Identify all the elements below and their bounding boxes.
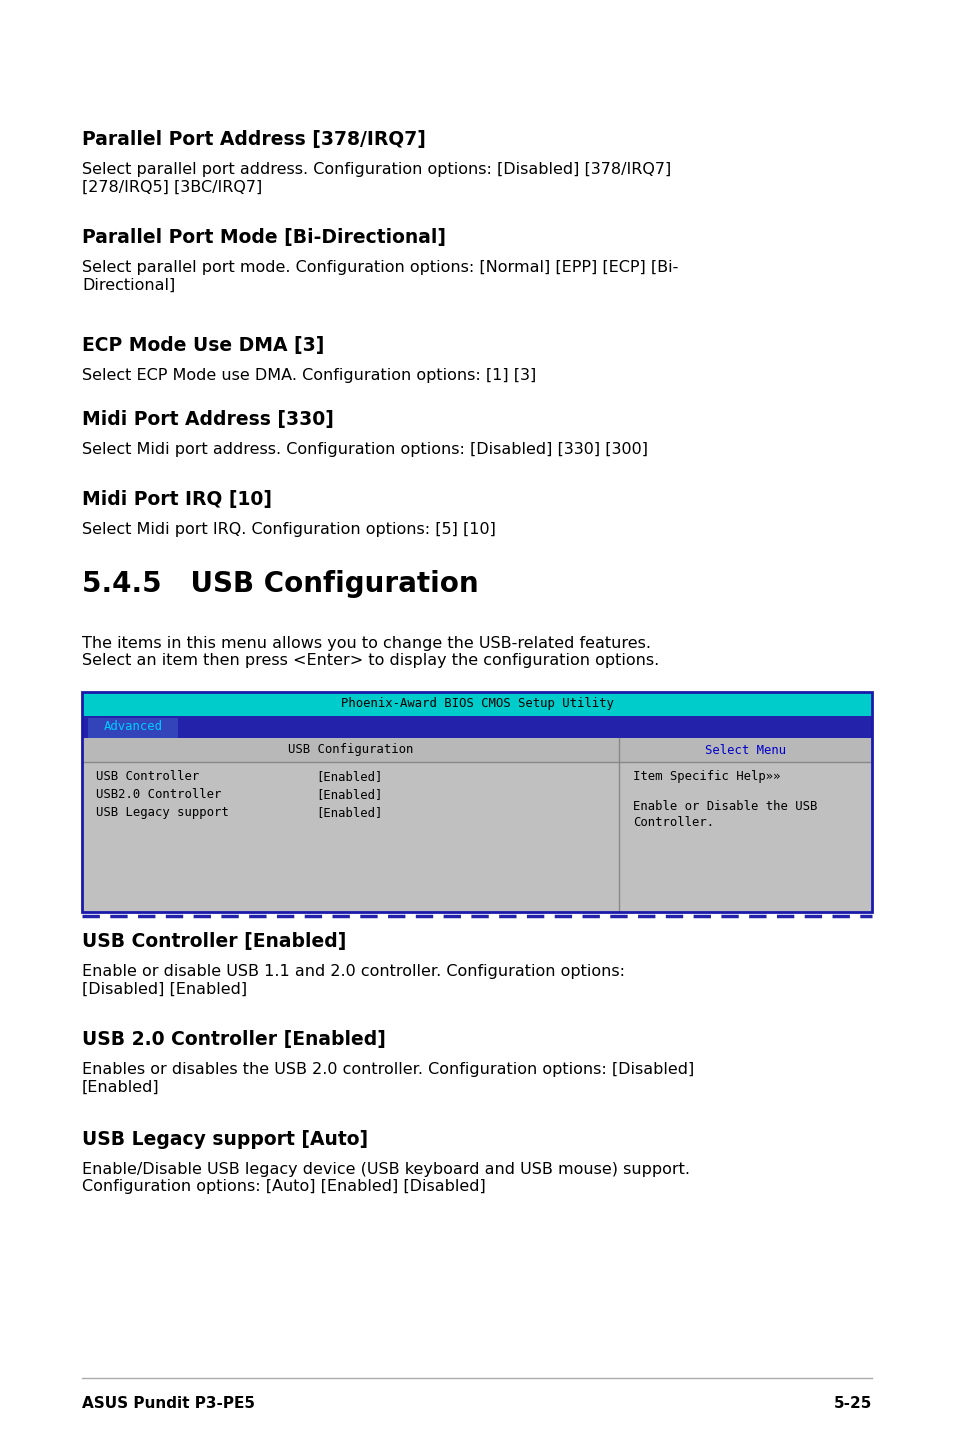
- Text: Enable or disable USB 1.1 and 2.0 controller. Configuration options:
[Disabled] : Enable or disable USB 1.1 and 2.0 contro…: [82, 963, 624, 997]
- Bar: [82, 692, 871, 912]
- Text: USB Controller [Enabled]: USB Controller [Enabled]: [82, 932, 346, 951]
- Text: Select ECP Mode use DMA. Configuration options: [1] [3]: Select ECP Mode use DMA. Configuration o…: [82, 368, 536, 383]
- Text: ECP Mode Use DMA [3]: ECP Mode Use DMA [3]: [82, 336, 324, 355]
- Text: Item Specific Help»»: Item Specific Help»»: [633, 769, 780, 784]
- Text: [Enabled]: [Enabled]: [315, 769, 382, 784]
- Bar: [82, 692, 871, 716]
- Text: Controller.: Controller.: [633, 815, 714, 828]
- Text: USB Legacy support: USB Legacy support: [96, 807, 229, 820]
- Text: Select Menu: Select Menu: [704, 743, 785, 756]
- Text: The items in this menu allows you to change the USB-related features.
Select an : The items in this menu allows you to cha…: [82, 636, 659, 669]
- Text: Enable or Disable the USB: Enable or Disable the USB: [633, 800, 817, 812]
- Text: Midi Port Address [330]: Midi Port Address [330]: [82, 410, 334, 429]
- Text: Phoenix-Award BIOS CMOS Setup Utility: Phoenix-Award BIOS CMOS Setup Utility: [340, 697, 613, 710]
- Bar: [82, 738, 871, 912]
- Text: USB Configuration: USB Configuration: [288, 743, 413, 756]
- Text: [Enabled]: [Enabled]: [315, 807, 382, 820]
- Text: USB Legacy support [Auto]: USB Legacy support [Auto]: [82, 1130, 368, 1149]
- Bar: [82, 716, 871, 738]
- Text: Parallel Port Address [378/IRQ7]: Parallel Port Address [378/IRQ7]: [82, 129, 425, 150]
- Text: [Enabled]: [Enabled]: [315, 788, 382, 801]
- Text: Parallel Port Mode [Bi-Directional]: Parallel Port Mode [Bi-Directional]: [82, 229, 446, 247]
- Text: Select Midi port IRQ. Configuration options: [5] [10]: Select Midi port IRQ. Configuration opti…: [82, 522, 496, 536]
- Bar: [88, 718, 178, 738]
- Text: Select parallel port mode. Configuration options: [Normal] [EPP] [ECP] [Bi-
Dire: Select parallel port mode. Configuration…: [82, 260, 678, 292]
- Text: 5-25: 5-25: [833, 1396, 871, 1411]
- Bar: [82, 738, 871, 762]
- Text: USB 2.0 Controller [Enabled]: USB 2.0 Controller [Enabled]: [82, 1030, 385, 1048]
- Text: Advanced: Advanced: [103, 720, 162, 733]
- Text: Enables or disables the USB 2.0 controller. Configuration options: [Disabled]
[E: Enables or disables the USB 2.0 controll…: [82, 1063, 694, 1094]
- Text: USB2.0 Controller: USB2.0 Controller: [96, 788, 221, 801]
- Text: Enable/Disable USB legacy device (USB keyboard and USB mouse) support.
Configura: Enable/Disable USB legacy device (USB ke…: [82, 1162, 689, 1195]
- Text: Select parallel port address. Configuration options: [Disabled] [378/IRQ7]
[278/: Select parallel port address. Configurat…: [82, 162, 671, 194]
- Text: Select Midi port address. Configuration options: [Disabled] [330] [300]: Select Midi port address. Configuration …: [82, 441, 647, 457]
- Text: 5.4.5   USB Configuration: 5.4.5 USB Configuration: [82, 569, 478, 598]
- Text: USB Controller: USB Controller: [96, 769, 199, 784]
- Text: Midi Port IRQ [10]: Midi Port IRQ [10]: [82, 490, 272, 509]
- Text: ASUS Pundit P3-PE5: ASUS Pundit P3-PE5: [82, 1396, 254, 1411]
